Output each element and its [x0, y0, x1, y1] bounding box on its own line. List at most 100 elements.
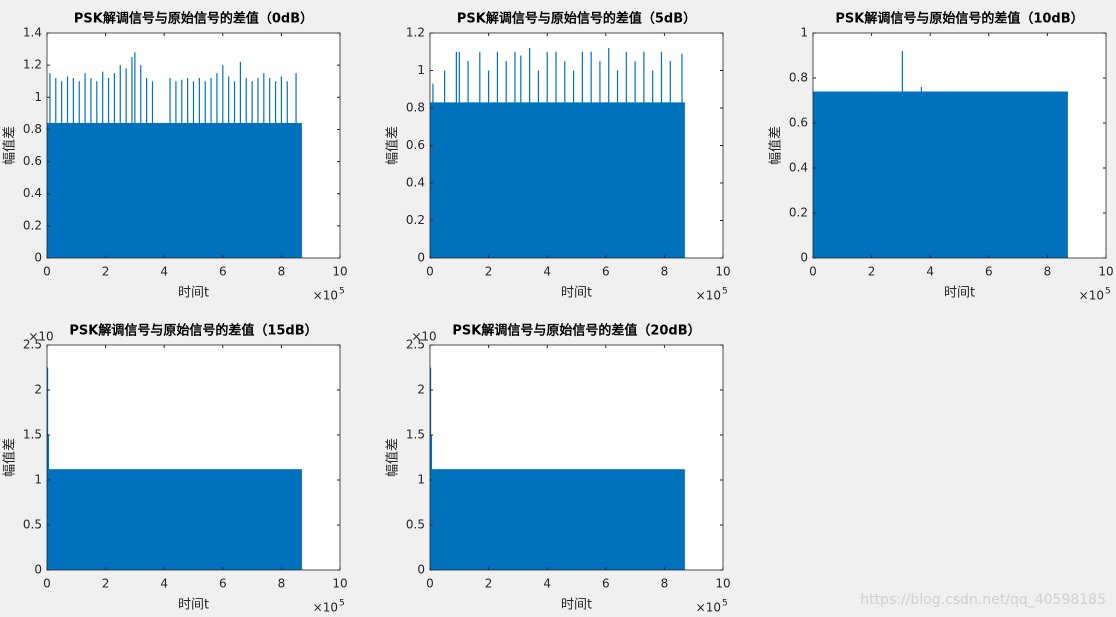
x-tick-label: 4 — [160, 577, 168, 591]
y-tick-label: 0.5 — [23, 518, 42, 532]
x-tick-label: 2 — [102, 577, 110, 591]
axes-frame — [46, 344, 341, 571]
y-tick-label: 0.8 — [406, 101, 425, 115]
x-axis-label: 时间t — [944, 286, 975, 301]
x-tick-label: 8 — [278, 265, 286, 279]
y-axis-label: 幅值差 — [385, 438, 401, 477]
y-tick-label: 0.6 — [789, 116, 808, 130]
band — [813, 91, 1068, 258]
y-axis-label: 幅值差 — [2, 438, 18, 477]
x-tick-label: 2 — [868, 265, 876, 279]
band — [430, 469, 685, 570]
y-tick-label: 1 — [417, 473, 425, 487]
x-tick-label: 8 — [661, 265, 669, 279]
y-axis-label: 幅值差 — [385, 126, 401, 165]
x-tick-label: 8 — [1044, 265, 1052, 279]
x-tick-label: 4 — [543, 265, 551, 279]
x-tick-label: 4 — [926, 265, 934, 279]
chart-title: PSK解调信号与原始信号的差值（10dB） — [835, 11, 1083, 27]
y-tick-label: 0.2 — [789, 206, 808, 220]
x-tick-label: 2 — [102, 265, 110, 279]
y-tick-label: 0 — [417, 563, 425, 577]
x-axis-label: 时间t — [178, 598, 209, 613]
x-tick-label: 10 — [332, 265, 347, 279]
y-tick-label: 2.5 — [23, 338, 42, 352]
x-tick-label: 8 — [278, 577, 286, 591]
x-tick-label: 6 — [219, 577, 227, 591]
axes-frame — [46, 32, 341, 259]
x-axis-label: 时间t — [561, 286, 592, 301]
y-tick-label: 1 — [34, 473, 42, 487]
y-tick-label: 0.4 — [406, 176, 425, 190]
y-tick-label: 0 — [800, 251, 808, 265]
subplot: 0 2 4 6 8 10 0 0.2 0.4 0.6 0.8 1 PSK解调信号与原始信号的差值（10d… — [768, 11, 1114, 303]
chart-title: PSK解调信号与原始信号的差值（0dB） — [74, 11, 313, 27]
y-tick-label: 0.5 — [406, 518, 425, 532]
chart-title: PSK解调信号与原始信号的差值（5dB） — [457, 11, 696, 27]
y-tick-label: 0.8 — [23, 122, 42, 136]
y-tick-label: 0.4 — [789, 161, 808, 175]
y-multiplier: ×10 — [28, 330, 53, 344]
chart-title: PSK解调信号与原始信号的差值（15dB） — [69, 323, 317, 339]
y-tick-label: 1 — [800, 26, 808, 40]
y-axis-label: 幅值差 — [768, 126, 784, 165]
y-tick-label: 0.6 — [406, 138, 425, 152]
y-tick-label: 0 — [34, 563, 42, 577]
x-multiplier-exp: 5 — [339, 599, 345, 609]
x-tick-label: 6 — [219, 265, 227, 279]
y-tick-label: 1.2 — [406, 26, 425, 40]
x-tick-label: 4 — [543, 577, 551, 591]
y-tick-label: 1.4 — [23, 26, 42, 40]
x-tick-label: 6 — [985, 265, 993, 279]
x-multiplier-exp: 5 — [722, 287, 728, 297]
x-multiplier-exp: 5 — [1105, 287, 1111, 297]
x-multiplier-exp: 5 — [339, 287, 345, 297]
y-tick-label: 0.2 — [406, 213, 425, 227]
x-tick-label: 10 — [332, 577, 347, 591]
y-tick-label: 1 — [34, 90, 42, 104]
x-tick-label: 10 — [1098, 265, 1113, 279]
chart-title: PSK解调信号与原始信号的差值（20dB） — [452, 323, 700, 339]
y-tick-label: 1.5 — [23, 428, 42, 442]
y-tick-label: 0 — [417, 251, 425, 265]
subplot: 0 2 4 6 8 10 0 0.2 0.4 0.6 0.8 1 1.2 1.4 PSK解调信号与原始信号的… — [2, 11, 348, 303]
y-tick-label: 0.2 — [23, 218, 42, 232]
y-tick-label: 2.5 — [406, 338, 425, 352]
subplot: 0 2 4 6 8 10 0 0.2 0.4 0.6 0.8 1 1.2 PSK解调信号与原始信号的差值（… — [385, 11, 731, 303]
band — [47, 123, 302, 258]
x-axis-label: 时间t — [178, 286, 209, 301]
x-multiplier-base: ×10 — [696, 601, 721, 615]
y-tick-label: 1.5 — [406, 428, 425, 442]
y-tick-label: 1 — [417, 63, 425, 77]
x-tick-label: 10 — [715, 577, 730, 591]
y-tick-label: 0.6 — [23, 154, 42, 168]
x-tick-label: 6 — [602, 577, 610, 591]
x-tick-label: 0 — [809, 265, 817, 279]
x-tick-label: 10 — [715, 265, 730, 279]
x-multiplier-base: ×10 — [313, 289, 338, 303]
x-axis-label: 时间t — [561, 598, 592, 613]
x-tick-label: 2 — [485, 577, 493, 591]
x-multiplier-exp: 5 — [722, 599, 728, 609]
y-tick-label: 0 — [34, 251, 42, 265]
band — [47, 469, 302, 570]
x-tick-label: 4 — [160, 265, 168, 279]
x-tick-label: 0 — [43, 265, 51, 279]
x-multiplier-base: ×10 — [1079, 289, 1104, 303]
x-tick-label: 0 — [426, 265, 434, 279]
y-tick-label: 0.4 — [23, 186, 42, 200]
y-axis-label: 幅值差 — [2, 126, 18, 165]
watermark: https://blog.csdn.net/qq_40598185 — [860, 592, 1106, 608]
x-tick-label: 2 — [485, 265, 493, 279]
y-tick-label: 2 — [34, 383, 42, 397]
x-multiplier-base: ×10 — [313, 601, 338, 615]
x-tick-label: 8 — [661, 577, 669, 591]
y-multiplier: ×10 — [411, 330, 436, 344]
y-tick-label: 2 — [417, 383, 425, 397]
x-tick-label: 6 — [602, 265, 610, 279]
x-multiplier-base: ×10 — [696, 289, 721, 303]
